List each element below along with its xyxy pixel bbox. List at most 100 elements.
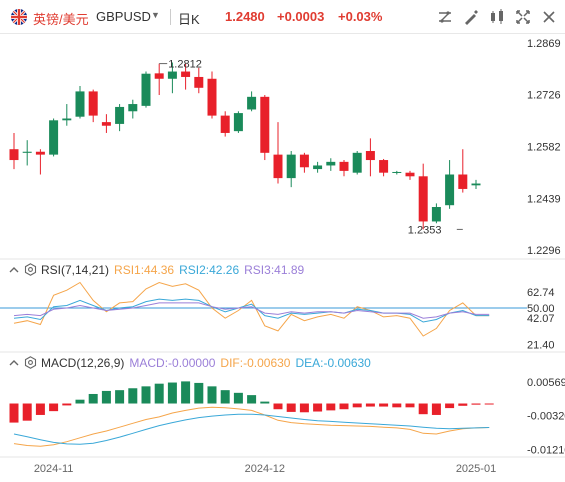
- macd-bar: [365, 403, 375, 407]
- rsi-axis-label: 62.74: [527, 287, 555, 299]
- candle: [181, 71, 191, 77]
- price-axis-label: 1.2296: [527, 245, 561, 257]
- macd-title-row: MACD(12,26,9) MACD:-0.00000 DIF:-0.00630 DE…: [8, 356, 376, 370]
- x-axis-label: 2024-12: [245, 463, 285, 475]
- candle: [207, 78, 217, 116]
- dea-value: DEA:-0.00630: [295, 356, 371, 370]
- macd-bar: [431, 403, 441, 415]
- macd-bar: [392, 403, 402, 408]
- candle: [247, 96, 257, 110]
- macd-bar: [405, 403, 415, 408]
- dif-line: [13, 406, 490, 447]
- candle: [392, 171, 402, 173]
- candle: [458, 174, 468, 189]
- candle: [418, 176, 428, 222]
- dif-value: DIF:-0.00630: [220, 356, 291, 370]
- candle: [9, 149, 19, 161]
- candle: [49, 120, 59, 155]
- symbol-dropdown-icon[interactable]: ▼: [151, 10, 160, 20]
- macd-bar: [247, 395, 257, 404]
- rsi3-value: RSI3:41.89: [244, 263, 305, 277]
- rsi-axis-label: 21.40: [527, 339, 555, 351]
- collapse-icon[interactable]: [8, 357, 20, 369]
- candle: [326, 161, 336, 166]
- indicator-settings-icon[interactable]: [436, 8, 454, 26]
- candle: [88, 91, 98, 116]
- macd-bar: [128, 388, 138, 404]
- period-selector[interactable]: 日K: [178, 12, 200, 27]
- candle: [379, 160, 389, 173]
- rsi-title-row: RSI(7,14,21) RSI1:44.36 RSI2:42.26 RSI3:41.…: [8, 263, 309, 277]
- symbol-name[interactable]: 英镑/美元: [33, 12, 89, 27]
- rsi-line-1: [13, 281, 490, 337]
- macd-bar: [273, 403, 283, 410]
- macd-bar: [101, 390, 111, 404]
- rsi-title: RSI(7,14,21): [41, 263, 110, 277]
- macd-bar: [445, 403, 455, 409]
- macd-bar: [49, 403, 59, 412]
- candle: [286, 154, 296, 179]
- macd-axis-label: -0.00320: [527, 411, 565, 423]
- candle: [352, 152, 362, 173]
- macd-value: MACD:-0.00000: [129, 356, 216, 370]
- last-price: 1.2480: [225, 9, 265, 24]
- symbol-code[interactable]: GBPUSD: [96, 9, 151, 24]
- x-axis-label: 2025-01: [456, 463, 496, 475]
- candle: [220, 115, 230, 133]
- candle: [339, 161, 349, 171]
- candle: [405, 172, 415, 177]
- macd-bar: [194, 382, 204, 404]
- macd-bar: [181, 381, 191, 404]
- chart-type-icon[interactable]: [488, 8, 506, 26]
- draw-tool-icon[interactable]: [462, 8, 480, 26]
- low-annotation: 1.2353: [408, 224, 442, 236]
- candle: [313, 165, 323, 170]
- candle: [101, 122, 111, 126]
- candle: [260, 96, 270, 153]
- rsi-axis-label: 42.07: [527, 313, 555, 325]
- macd-bar: [167, 382, 177, 404]
- candle: [22, 151, 32, 153]
- macd-bar: [233, 392, 243, 404]
- macd-axis-label: 0.00569: [527, 377, 565, 389]
- macd-bar: [299, 403, 309, 413]
- header-divider-line: [0, 33, 565, 34]
- price-axis-label: 1.2439: [527, 193, 561, 205]
- uk-flag-icon: [11, 9, 27, 25]
- header-divider: [170, 9, 171, 25]
- macd-bar: [458, 403, 468, 406]
- settings-icon[interactable]: [24, 263, 37, 276]
- macd-bar: [484, 403, 494, 405]
- settings-icon[interactable]: [24, 356, 37, 369]
- price-change: +0.0003: [277, 9, 325, 24]
- macd-bar: [22, 403, 32, 421]
- candle: [431, 207, 441, 222]
- candle: [365, 151, 375, 161]
- collapse-icon[interactable]: [8, 264, 20, 276]
- macd-bar: [207, 386, 217, 404]
- candle: [62, 118, 72, 121]
- macd-axis-label: -0.01210: [527, 445, 565, 457]
- macd-bar: [88, 393, 98, 404]
- candle: [141, 73, 151, 106]
- candle: [167, 71, 177, 79]
- close-icon[interactable]: [540, 8, 558, 26]
- candle: [445, 174, 455, 206]
- macd-bar: [326, 403, 336, 411]
- candle: [35, 151, 45, 155]
- x-axis-label: 2024-11: [34, 463, 74, 475]
- rsi-axis-label: 50.00: [527, 303, 555, 315]
- macd-bar: [75, 399, 85, 404]
- macd-bar: [352, 403, 362, 408]
- macd-bar: [313, 403, 323, 412]
- macd-title: MACD(12,26,9): [41, 356, 125, 370]
- price-axis-label: 1.2869: [527, 38, 561, 50]
- macd-bar: [115, 390, 125, 404]
- macd-bar: [9, 403, 19, 423]
- candle: [471, 183, 481, 186]
- fullscreen-icon[interactable]: [514, 8, 532, 26]
- price-change-pct: +0.03%: [338, 9, 383, 24]
- dea-line: [13, 413, 490, 445]
